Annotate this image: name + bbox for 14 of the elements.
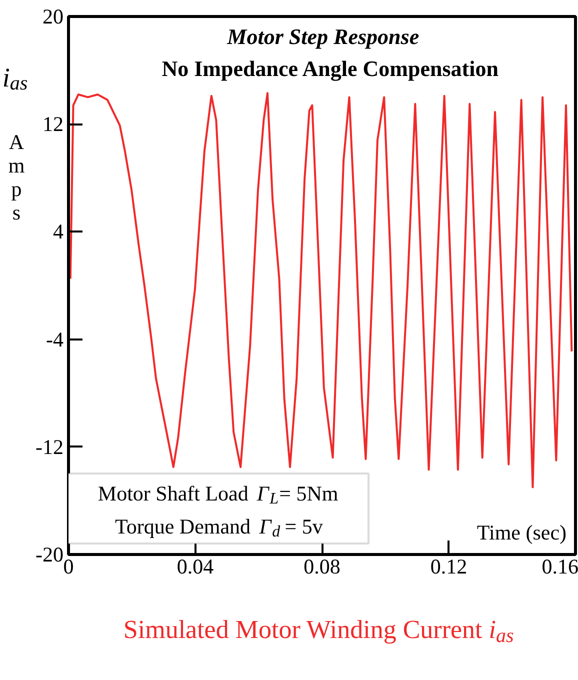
x-tick-label: 0.08 — [304, 554, 340, 578]
y-tick-label: -12 — [36, 434, 64, 459]
y-tick-label: 12 — [42, 112, 64, 136]
x-tick-label: 0.12 — [430, 554, 468, 578]
x-tick-label: 0.16 — [542, 554, 578, 578]
y-tick-label: 4 — [53, 220, 64, 244]
y-tick-label: -4 — [46, 327, 64, 352]
x-tick-label: 0 — [63, 554, 74, 578]
x-tick-label: 0.04 — [176, 554, 214, 578]
x-axis-title: Time (sec) — [476, 520, 567, 544]
y-tick-label: -20 — [36, 542, 64, 566]
text: No Impedance Angle Compensation — [162, 56, 498, 81]
y-tick-label: 20 — [42, 4, 64, 28]
chart-title: Motor Step Response — [226, 24, 420, 49]
